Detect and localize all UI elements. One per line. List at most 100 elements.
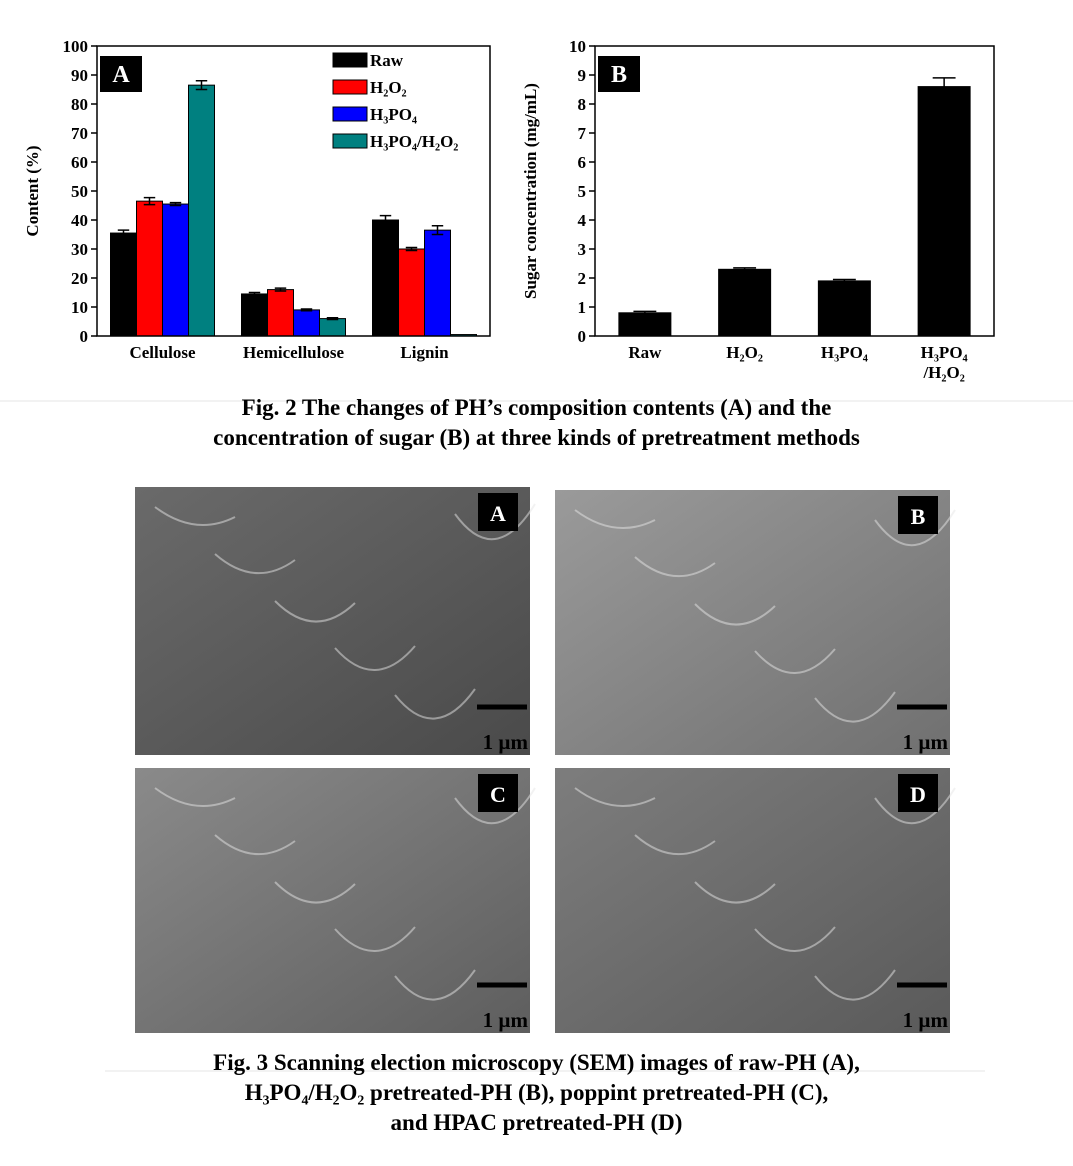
error-bar xyxy=(733,267,757,272)
y-tick-label: 30 xyxy=(71,240,88,259)
sem-texture xyxy=(694,603,776,626)
y-tick-label: 9 xyxy=(578,66,587,85)
error-bar xyxy=(326,316,339,321)
y-tick-label: 60 xyxy=(71,153,88,172)
bar xyxy=(398,248,425,337)
sem-badge xyxy=(478,774,518,812)
sem-texture xyxy=(814,691,896,723)
sem-image xyxy=(135,768,530,1033)
sem-badge xyxy=(898,774,938,812)
y-tick-label: 50 xyxy=(71,182,88,201)
error-bar xyxy=(405,246,418,252)
sem-texture xyxy=(694,881,776,904)
sem-image xyxy=(555,490,950,755)
sem-label: B xyxy=(911,504,926,529)
sem-texture xyxy=(754,926,836,952)
sem-image xyxy=(555,768,950,1033)
sem-texture xyxy=(154,506,236,526)
error-bar xyxy=(195,80,208,91)
fig3-caption: Fig. 3 Scanning election microscopy (SEM… xyxy=(213,1050,860,1135)
x-tick-label: H₃PO₄ /H₂O₂ xyxy=(920,343,968,382)
sem-texture xyxy=(454,787,536,824)
bar xyxy=(917,86,971,337)
sem-texture xyxy=(274,600,356,623)
legend-swatch xyxy=(332,133,368,149)
panel-badge xyxy=(598,56,640,92)
y-tick-label: 10 xyxy=(71,298,88,317)
y-tick-label: 100 xyxy=(63,37,89,56)
y-tick-label: 20 xyxy=(71,269,88,288)
error-bar xyxy=(633,310,657,315)
error-bar xyxy=(143,196,156,206)
error-bar xyxy=(248,291,261,297)
sem-texture xyxy=(154,787,236,807)
scale-label: 1 µm xyxy=(483,1008,529,1032)
sem-texture xyxy=(214,553,296,574)
y-tick-label: 8 xyxy=(578,95,587,114)
x-tick-label: Hemicellulose xyxy=(242,343,345,362)
panel-label: B xyxy=(611,62,627,88)
y-tick-label: 3 xyxy=(578,240,587,259)
y-tick-label: 0 xyxy=(80,327,89,346)
bar xyxy=(817,280,871,337)
sem-badge xyxy=(898,496,938,534)
bar xyxy=(293,309,320,337)
y-tick-label: 6 xyxy=(578,153,587,172)
sem-texture xyxy=(634,556,716,577)
bar xyxy=(319,318,346,337)
y-tick-label: 1 xyxy=(578,298,587,317)
sem-texture xyxy=(334,645,416,671)
bar xyxy=(718,268,772,337)
bar xyxy=(136,200,163,337)
y-tick-label: 2 xyxy=(578,269,587,288)
sem-texture xyxy=(634,834,716,855)
x-tick-label: Cellulose xyxy=(129,343,196,362)
legend-swatch xyxy=(332,52,368,68)
error-bar xyxy=(832,278,856,284)
scale-label: 1 µm xyxy=(483,730,529,754)
sem-texture xyxy=(574,787,656,807)
y-tick-label: 40 xyxy=(71,211,88,230)
y-axis-label: Sugar concentration (mg/mL) xyxy=(521,83,540,299)
bar xyxy=(618,312,672,337)
y-tick-label: 10 xyxy=(569,37,586,56)
bar xyxy=(424,229,451,337)
sem-texture xyxy=(454,503,536,540)
bar xyxy=(188,84,215,337)
scale-label: 1 µm xyxy=(903,730,949,754)
sem-texture xyxy=(394,969,476,1001)
bar xyxy=(267,289,294,337)
sem-texture xyxy=(874,787,956,824)
error-bar xyxy=(932,77,956,97)
scale-label: 1 µm xyxy=(903,1008,949,1032)
error-bar xyxy=(431,225,444,236)
sem-texture xyxy=(394,688,476,720)
sem-image xyxy=(135,487,530,755)
fig2-caption: Fig. 2 The changes of PH’s composition c… xyxy=(213,395,860,450)
y-tick-label: 0 xyxy=(578,327,587,346)
bar xyxy=(241,293,268,337)
plot-frame xyxy=(594,45,995,337)
sem-texture xyxy=(574,509,656,529)
error-bar xyxy=(300,308,313,312)
error-bar xyxy=(274,287,287,292)
x-tick-label: H₂O₂ xyxy=(726,343,763,362)
sem-label: C xyxy=(490,782,506,807)
error-bar xyxy=(379,214,392,226)
x-tick-label: H₃PO₄ xyxy=(820,343,868,362)
y-tick-label: 7 xyxy=(578,124,587,143)
sem-texture xyxy=(754,648,836,674)
y-axis-label: Content (%) xyxy=(23,145,42,236)
y-tick-label: 5 xyxy=(578,182,587,201)
y-tick-label: 90 xyxy=(71,66,88,85)
panel-label: A xyxy=(112,62,130,88)
bar xyxy=(372,219,399,337)
sem-texture xyxy=(274,881,356,904)
sem-texture xyxy=(874,509,956,546)
sem-label: D xyxy=(910,782,926,807)
sem-texture xyxy=(814,969,896,1001)
sem-texture xyxy=(214,834,296,855)
sem-badge xyxy=(478,493,518,531)
